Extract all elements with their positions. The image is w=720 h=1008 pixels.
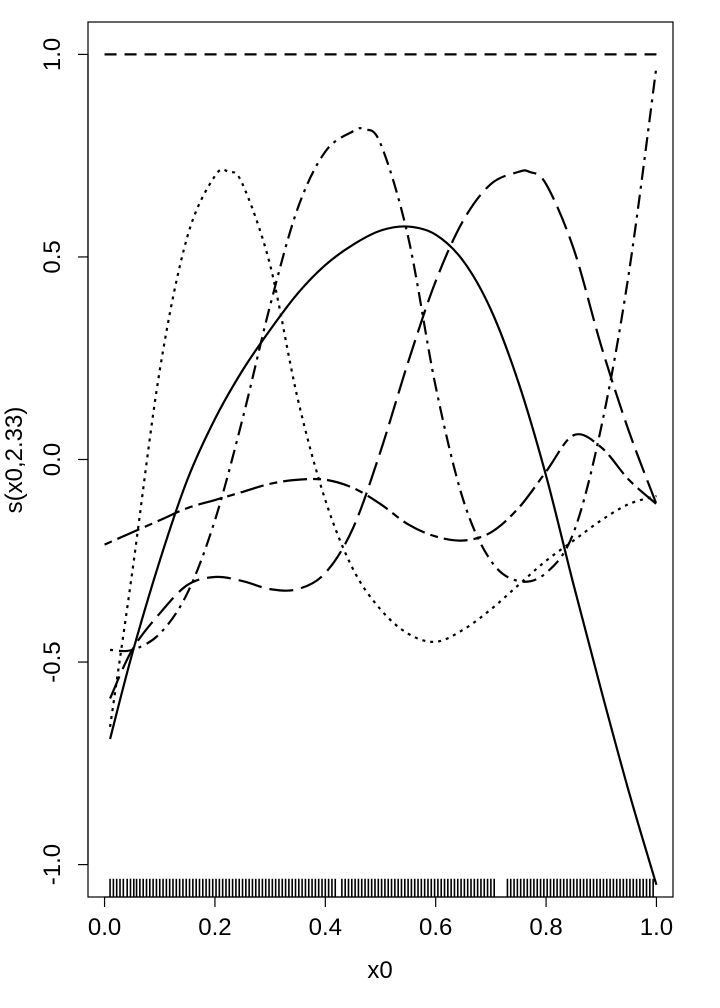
x-tick-label: 1.0 [640, 914, 673, 941]
y-tick-label: -1.0 [39, 844, 66, 885]
x-tick-label: 0.8 [529, 914, 562, 941]
x-tick-label: 0.4 [309, 914, 342, 941]
x-axis-label: x0 [367, 957, 392, 984]
series-line-solid [109, 225, 658, 886]
y-tick-label: 0.0 [39, 443, 66, 476]
series-layer [104, 53, 658, 886]
ticks-layer: 0.0 0.2 0.4 0.6 0.8 1.0 -1.0 -0.5 0.0 0.5 1.0 [39, 38, 673, 941]
x-tick-label: 0.2 [198, 914, 231, 941]
plot-frame [87, 21, 674, 898]
y-tick-label: 1.0 [39, 38, 66, 71]
series-line-dotted [108, 168, 657, 728]
rug-layer [109, 878, 654, 897]
y-axis-label: s(x0,2.33) [1, 407, 28, 514]
x-tick-label: 0.6 [419, 914, 452, 941]
x-tick-label: 0.0 [88, 914, 121, 941]
y-tick-label: 0.5 [39, 240, 66, 273]
series-line-twodash [104, 433, 658, 546]
series-line-dotdash [110, 66, 658, 653]
series-line-longdash [109, 169, 658, 699]
y-tick-label: -0.5 [39, 641, 66, 682]
